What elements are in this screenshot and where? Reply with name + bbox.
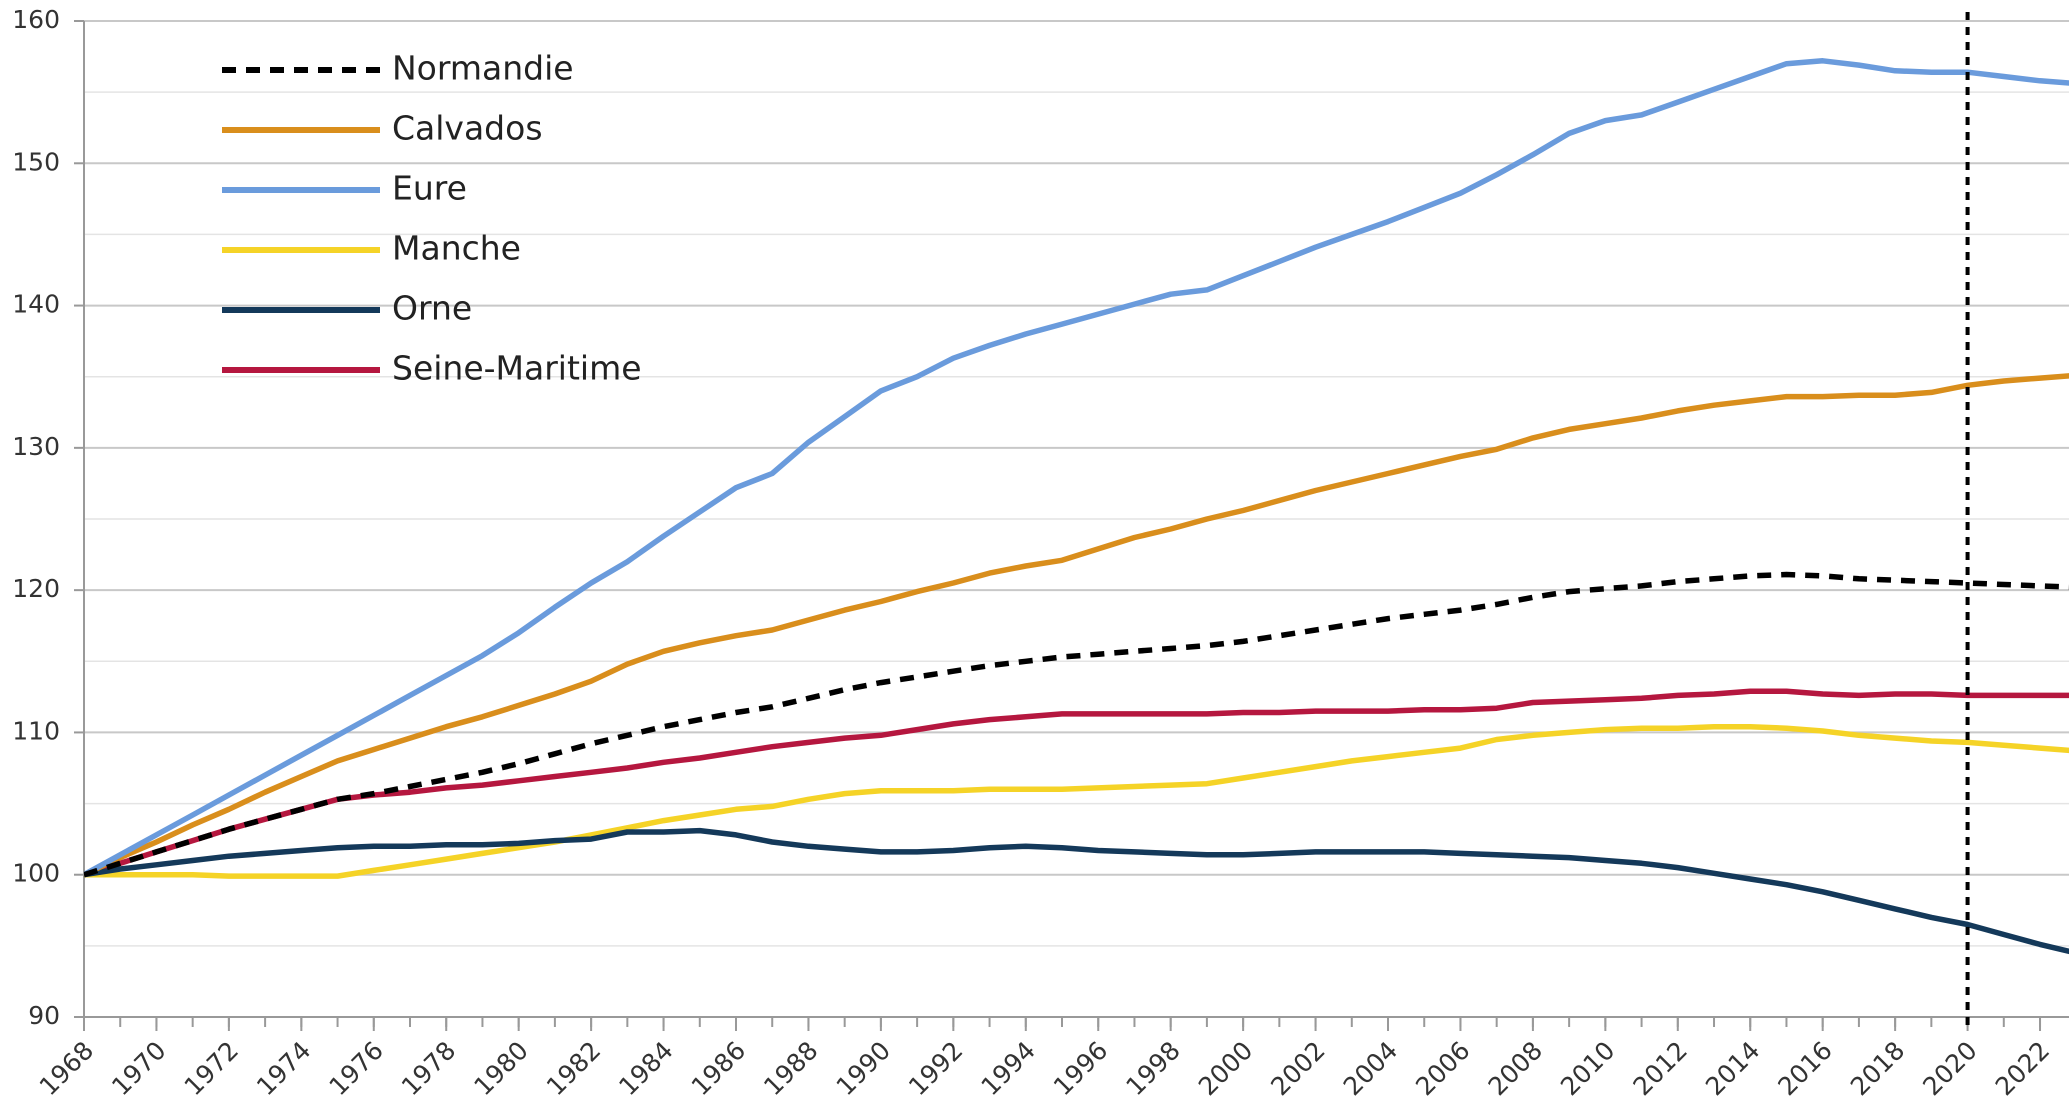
y-tick-label: 90	[28, 1001, 60, 1030]
series-line	[84, 373, 2069, 878]
series-line	[84, 571, 2069, 878]
x-tick-label: 2002	[1265, 1036, 1330, 1101]
y-tick-label: 140	[12, 290, 60, 319]
x-tick-label: 1972	[179, 1036, 244, 1101]
x-tick-label: 2014	[1700, 1036, 1765, 1101]
x-tick-label: 2020	[1917, 1036, 1982, 1101]
y-tick-label: 120	[12, 574, 60, 603]
x-tick-label: 1990	[831, 1036, 896, 1101]
y-tick-label: 100	[12, 859, 60, 888]
x-tick-label: 2018	[1845, 1036, 1910, 1101]
y-tick-label: 150	[12, 147, 60, 176]
series-line	[84, 688, 2069, 878]
series-line	[84, 723, 2069, 879]
x-tick-label: 2000	[1193, 1036, 1258, 1101]
series-line	[84, 58, 2069, 878]
x-tick-label: 1970	[106, 1036, 171, 1101]
x-tick-label: 2012	[1627, 1036, 1692, 1101]
legend-label: Seine-Maritime	[392, 349, 642, 388]
legend-label: Normandie	[392, 49, 574, 88]
x-tick-label: 2006	[1410, 1036, 1475, 1101]
series-line	[84, 827, 2069, 955]
x-tick-label: 1998	[1120, 1036, 1185, 1101]
x-tick-label: 1974	[251, 1036, 316, 1101]
legend-label: Manche	[392, 229, 521, 268]
x-tick-label: 2008	[1483, 1036, 1548, 1101]
y-tick-label: 160	[12, 5, 60, 34]
plot-area	[84, 58, 2069, 955]
x-tick-label: 1994	[975, 1036, 1040, 1101]
legend-label: Eure	[392, 169, 467, 208]
legend-label: Orne	[392, 289, 472, 328]
x-tick-label: 1996	[1048, 1036, 1113, 1101]
y-tick-label: 110	[12, 716, 60, 745]
y-tick-label: 130	[12, 432, 60, 461]
legend-label: Calvados	[392, 109, 543, 148]
x-tick-label: 1988	[758, 1036, 823, 1101]
x-tick-label: 1992	[903, 1036, 968, 1101]
x-tick-label: 2016	[1772, 1036, 1837, 1101]
x-tick-label: 1976	[323, 1036, 388, 1101]
x-tick-label: 1986	[686, 1036, 751, 1101]
x-tick-label: 2022	[1990, 1036, 2055, 1101]
x-tick-label: 1968	[34, 1036, 99, 1101]
x-tick-label: 1982	[541, 1036, 606, 1101]
x-tick-label: 1978	[396, 1036, 461, 1101]
x-tick-label: 2010	[1555, 1036, 1620, 1101]
x-tick-label: 1980	[468, 1036, 533, 1101]
x-tick-label: 1984	[613, 1036, 678, 1101]
x-tick-label: 2004	[1338, 1036, 1403, 1101]
